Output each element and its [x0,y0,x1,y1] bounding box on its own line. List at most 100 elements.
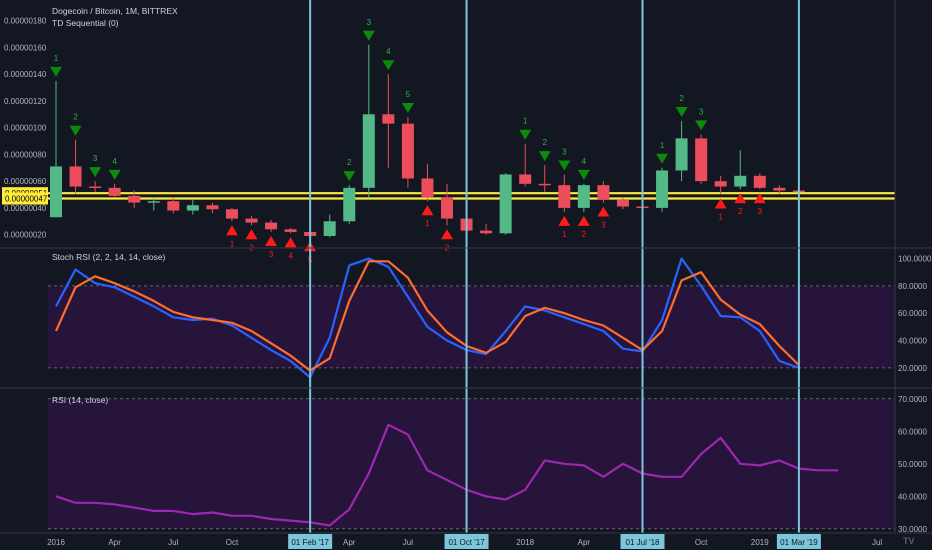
price-tick-label: 0.00000180 [4,17,47,26]
td-sell-count: 3 [699,107,704,116]
td-buy-arrow [284,237,297,248]
td-buy-arrow [597,206,610,217]
price-tick-label: 0.00000020 [4,231,47,240]
td-sell-count: 2 [73,113,78,122]
candle-body [225,209,238,219]
rsi-pane[interactable]: 30.0000 40.0000 50.0000 60.0000 70.0000 [48,395,927,534]
candle-body [362,114,375,188]
x-tick-label: 2018 [516,538,534,547]
date-marker-badge [444,534,489,549]
candle-body [108,187,121,196]
td-buy-count: 1 [230,239,235,248]
oscillator-tick-label: 60.0000 [898,427,927,436]
candle-body [773,187,786,191]
oscillator-tick-label: 70.0000 [898,395,927,404]
td-buy-arrow [734,193,747,204]
x-tick-label: 2019 [751,538,769,547]
candle-body [558,185,571,208]
td-buy-arrow [225,225,238,236]
td-buy-count: 2 [738,207,743,216]
td-sell-count: 4 [582,157,587,166]
candle-body [734,175,747,187]
candle-body [50,166,62,218]
price-tick-label: 0.00000080 [4,150,47,159]
candle-body [499,174,512,234]
td-sell-arrow [538,151,551,162]
oscillator-tick-label: 40.0000 [898,492,927,501]
date-markers: 01 Feb '17 01 Oct '17 01 Jul '18 01 Mar '19 [288,0,821,549]
chart-title: Dogecoin / Bitcoin, 1M, BITTREX [52,6,178,16]
td-buy-count: 2 [582,230,587,239]
price-tick-label: 0.00000160 [4,43,47,52]
x-tick-label: Apr [108,538,121,547]
candle-body [265,222,278,230]
oscillator-series-line [55,257,800,379]
td-buy-arrow [265,235,278,246]
candle-body [343,187,356,222]
td-sell-arrow [89,167,102,178]
x-tick-label: Jul [403,538,413,547]
td-sell-count: 1 [54,54,59,63]
stoch-rsi-label: Stoch RSI (2, 2, 14, 14, close) [52,252,166,262]
td-sell-count: 2 [543,138,548,147]
candle-body [128,195,141,203]
td-sell-arrow [69,125,82,136]
price-level-badge [2,192,48,205]
oscillator-tick-label: 20.0000 [898,364,927,373]
price-tick-label: 0.00000100 [4,124,47,133]
date-marker-label: 01 Mar '19 [780,538,818,547]
price-pane[interactable]: 0.00000020 0.00000040 0.00000060 0.00000080… [2,17,895,265]
candle-body [69,166,82,187]
td-sell-count: 1 [660,141,665,150]
td-buy-count: 1 [425,219,430,228]
price-level-label: 0.00000047 [5,195,48,204]
candle-body [147,201,160,203]
price-tick-label: 0.00000060 [4,177,47,186]
date-marker-label: 01 Jul '18 [626,538,661,547]
oscillator-tick-label: 50.0000 [898,460,927,469]
oscillator-tick-label: 60.0000 [898,309,927,318]
td-sell-count: 3 [93,154,98,163]
td-sell-arrow [675,106,688,117]
candle-body [753,175,766,188]
candle-body [695,138,708,182]
td-sell-arrow [401,102,414,113]
date-marker-badge [776,534,821,549]
td-sell-arrow [558,160,571,171]
candle-body [656,170,669,208]
td-sell-arrow [577,169,590,180]
td-buy-arrow [714,198,727,209]
x-axis: 2016 Apr Jul Oct Apr Jul 2018 Apr Oct 2019 Jul [47,538,882,547]
td-buy-arrow [577,215,590,226]
candle-body [519,174,532,184]
td-sell-count: 3 [562,147,567,156]
price-tick-label: 0.00000040 [4,204,47,213]
td-sell-count: 4 [386,47,391,56]
candle-body [167,201,180,211]
td-sell-count: 4 [112,157,117,166]
td-buy-count: 1 [718,213,723,222]
td-buy-count: 1 [562,230,567,239]
oscillator-band [48,285,895,368]
oscillator-series-line [55,423,838,527]
candle-body [616,199,629,207]
td-sell-count: 1 [523,117,528,126]
candle-body [186,205,199,211]
tradingview-watermark: TV [903,536,915,546]
td-sell-count: 2 [679,94,684,103]
td-buy-arrow [245,229,258,240]
stoch-rsi-pane[interactable]: 20.0000 40.0000 60.0000 80.0000 100.0000 [48,255,932,379]
candle-body [401,123,414,179]
candle-body [441,197,453,219]
td-buy-arrow [558,215,571,226]
td-sell-arrow [343,171,356,182]
x-tick-label: Jul [168,538,178,547]
td-buy-arrow [441,229,453,240]
candle-body [597,185,610,200]
x-tick-label: Jul [872,538,882,547]
oscillator-series-line [54,260,800,372]
td-buy-count: 3 [758,207,763,216]
rsi-label: RSI (14, close) [52,395,108,405]
td-sell-arrow [382,60,395,71]
